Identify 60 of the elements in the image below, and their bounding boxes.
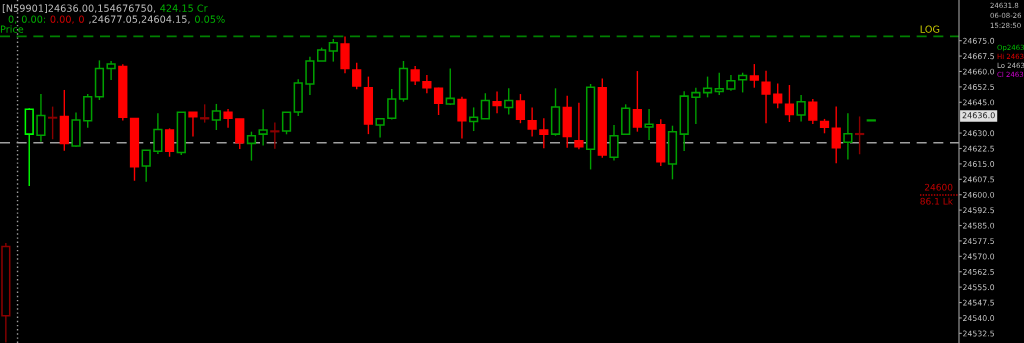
annotation: LOG [920,25,940,33]
candlestick [153,112,163,155]
candlestick [457,96,467,140]
candlestick [270,121,280,150]
candlestick [854,115,865,155]
candlestick [188,111,198,138]
candlestick [48,105,58,140]
candlestick [644,108,654,141]
annotation: 0, [8,15,17,24]
annotation: 0.00, [50,15,74,24]
annotation: 0 [79,15,84,23]
candlestick [527,106,537,138]
annotation: [N59901]24636.00,154676750, [2,4,156,13]
candlestick [574,101,584,151]
annotation: ,24677.05,24604.15, [89,15,190,24]
candlestick [141,149,151,183]
candlestick [433,87,444,116]
candlestick [796,94,806,123]
candlestick [539,117,549,149]
candlestick [387,88,397,121]
candlestick [211,103,221,131]
candlestick [761,69,771,124]
annotation: Price [0,25,24,33]
candlestick [223,108,233,129]
annotation: 0.05% [195,15,225,23]
candlestick [281,111,292,136]
annotation: 424.15 Cr [160,4,208,12]
candlestick [328,38,338,63]
candlestick [235,118,245,150]
candlestick [784,84,795,123]
candlestick [480,92,490,120]
candlestick [305,55,315,96]
candlestick [164,127,175,158]
candlestick [246,130,257,162]
candlestick [749,63,759,89]
candlestick [36,93,46,143]
candlestick [609,124,619,162]
candlestick [738,72,748,94]
candlestick [410,65,420,86]
candlestick [691,87,701,125]
candlestick [843,112,853,161]
candlestick [106,60,116,81]
candlestick [515,93,526,124]
candlestick [200,103,210,124]
candlestick [831,105,841,164]
candlestick [714,72,724,96]
candlestick [375,117,385,139]
annotation: 0.00: [21,15,46,23]
candlestick [445,67,455,106]
candlestick [352,61,362,91]
candlestick [492,90,502,115]
candlestick [422,74,432,94]
candlestick [258,108,268,147]
text: 24636.0 [962,112,995,119]
candlestick [808,98,818,125]
candlestick [632,70,643,133]
candlestick [773,82,783,109]
candlestick [504,87,514,116]
annotation: 24600 [924,183,953,191]
annotation: 86.1 Lk [920,197,953,205]
